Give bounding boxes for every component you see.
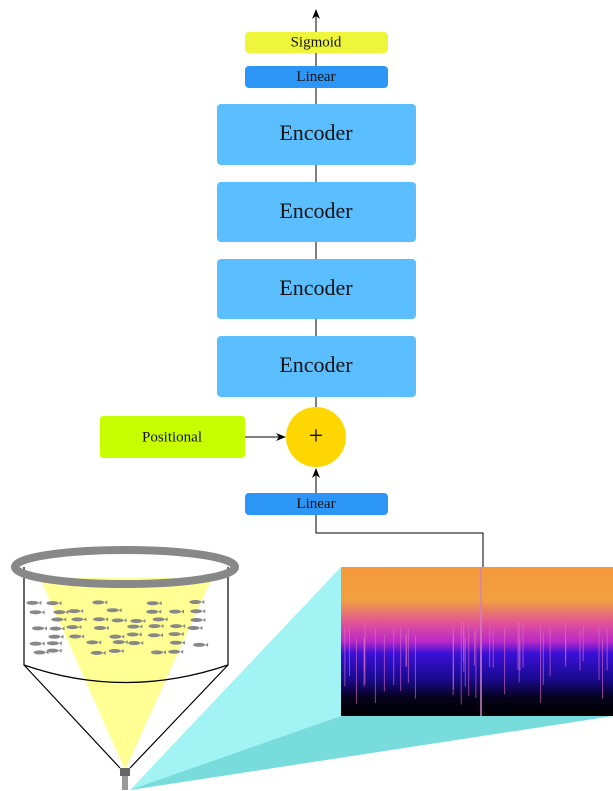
fish (153, 617, 165, 621)
add-symbol: + (309, 421, 324, 450)
fish (190, 609, 202, 613)
fish (47, 641, 59, 645)
fish (71, 617, 83, 621)
fish (169, 610, 181, 614)
fish (51, 617, 63, 621)
sigmoid-label: Sigmoid (291, 34, 342, 50)
fish-tail (199, 626, 202, 630)
fish (148, 633, 160, 637)
fish (32, 626, 44, 630)
fish (92, 600, 104, 604)
fish (149, 624, 161, 628)
fish-tail (59, 641, 62, 645)
fish (128, 641, 140, 645)
fish (109, 635, 121, 639)
fish (189, 600, 201, 604)
diagram: Sigmoid Linear Encoder Encoder Encoder E… (0, 0, 613, 791)
fish (187, 626, 199, 630)
fish (69, 634, 81, 638)
fish (47, 601, 59, 605)
fish (127, 625, 139, 629)
fish (30, 610, 42, 614)
fish (94, 626, 106, 630)
fish (169, 632, 181, 636)
fish (48, 635, 60, 639)
fish (93, 617, 105, 621)
fish (127, 632, 139, 636)
fish-tail (59, 649, 62, 653)
fish-tail (205, 643, 208, 647)
linear-label: Linear (296, 69, 335, 85)
fish-tail (44, 626, 47, 630)
fish (190, 618, 202, 622)
fish (66, 625, 78, 629)
fish (34, 650, 46, 654)
fish-tail (60, 635, 63, 639)
fish (170, 624, 182, 628)
fish (50, 627, 62, 631)
fish (107, 608, 119, 612)
fish (113, 640, 125, 644)
fish (30, 642, 42, 646)
fish (147, 601, 159, 605)
fish-tail (38, 601, 41, 605)
encoder-label: Encoder (279, 120, 353, 145)
fish (170, 641, 182, 645)
encoder-label: Encoder (279, 352, 353, 377)
fish (112, 618, 124, 622)
fish-tail (180, 650, 183, 654)
edge-spectrogram (316, 515, 483, 567)
nozzle (120, 768, 130, 776)
fish (168, 650, 180, 654)
encoder-label: Encoder (279, 275, 353, 300)
fish (47, 649, 59, 653)
fish (109, 649, 121, 653)
spectrogram (341, 567, 613, 716)
encoder-label: Encoder (279, 198, 353, 223)
fish (151, 650, 163, 654)
fish (146, 610, 158, 614)
fish-tail (201, 600, 204, 604)
fish (130, 619, 142, 623)
fish-tail (202, 609, 205, 613)
fish-tail (202, 618, 205, 622)
fish (68, 609, 80, 613)
fish-tail (42, 610, 45, 614)
nozzle-pipe (122, 776, 128, 790)
fish (86, 640, 98, 644)
linear-label: Linear (296, 496, 335, 512)
fish-tail (42, 642, 45, 646)
fish (53, 610, 65, 614)
fish (91, 651, 103, 655)
fish (26, 601, 38, 605)
fish (193, 643, 205, 647)
positional-label: Positional (142, 429, 202, 445)
